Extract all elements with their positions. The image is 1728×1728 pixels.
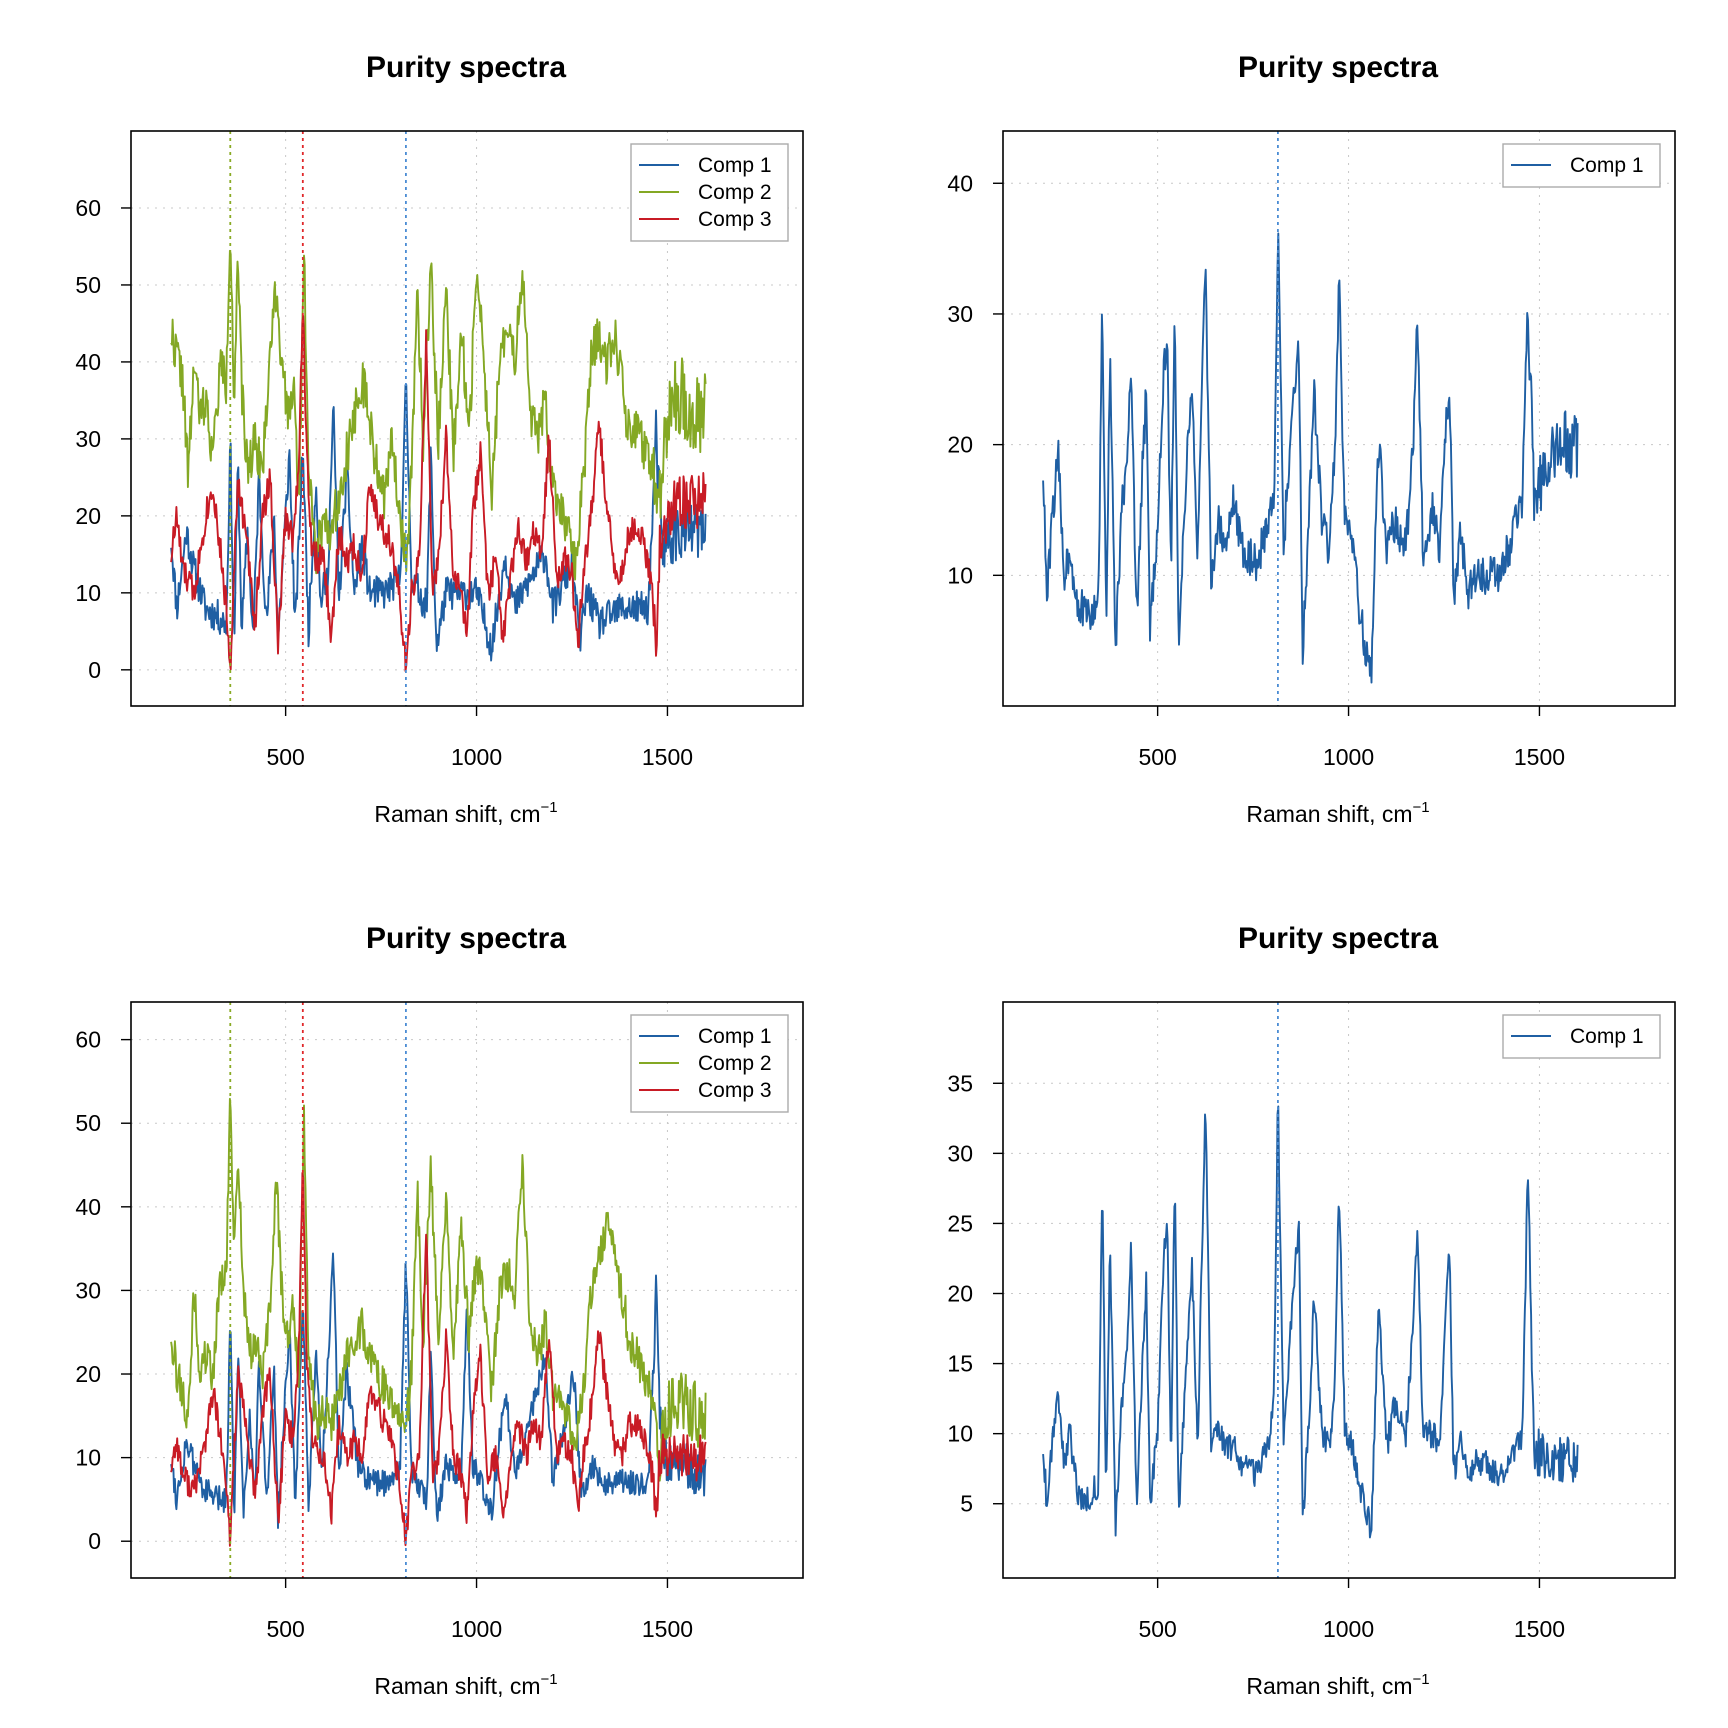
- series-line-1: [1042, 1105, 1579, 1539]
- panel-bottom-left: Purity spectra Raman shift, cm−1 500 1000…: [75, 922, 804, 1699]
- panel-title: Purity spectra: [1238, 51, 1438, 84]
- legend: Comp 1: [1502, 1014, 1661, 1059]
- legend-label: Comp 1: [698, 154, 772, 177]
- series-line-2: [170, 249, 707, 581]
- y-tick-label: 60: [75, 195, 101, 221]
- x-tick-label: 1500: [1514, 744, 1565, 770]
- y-tick-label: 20: [947, 432, 973, 458]
- plot-area: [1042, 1105, 1579, 1539]
- x-axis-label-superscript: −1: [1413, 799, 1430, 816]
- y-tick-label: 35: [947, 1070, 973, 1096]
- panel-bottom-right: Purity spectra Raman shift, cm−1 500 1000…: [947, 922, 1676, 1699]
- panel-top-left: Purity spectra Raman shift, cm−1 500 1000…: [75, 51, 804, 827]
- legend-label: Comp 3: [698, 208, 772, 231]
- series-line-1: [1042, 232, 1579, 684]
- legend: Comp 1 Comp 2 Comp 3: [630, 1014, 789, 1113]
- legend-label: Comp 1: [1570, 154, 1644, 177]
- plot-frame: [1002, 130, 1676, 707]
- y-tick-label: 30: [947, 301, 973, 327]
- x-tick-label: 1000: [1323, 744, 1374, 770]
- x-axis-label: Raman shift, cm−1: [1246, 1671, 1429, 1699]
- y-tick-label: 25: [947, 1210, 973, 1236]
- x-tick-label: 1500: [642, 744, 693, 770]
- x-axis-label: Raman shift, cm−1: [374, 1671, 557, 1699]
- y-tick-label: 0: [88, 657, 101, 683]
- x-axis-label: Raman shift, cm−1: [1246, 799, 1429, 827]
- series-line-3: [170, 1171, 707, 1547]
- plot-frame: [130, 130, 804, 707]
- series-line-1: [170, 383, 707, 662]
- x-tick-label: 1500: [1514, 1616, 1565, 1642]
- y-tick-label: 0: [88, 1528, 101, 1554]
- y-tick-label: 30: [75, 1277, 101, 1303]
- x-axis-label-text: Raman shift, cm: [374, 801, 540, 827]
- y-tick-label: 40: [75, 349, 101, 375]
- y-tick-label: 10: [947, 1421, 973, 1447]
- legend-label: Comp 1: [698, 1025, 772, 1048]
- x-axis-label-text: Raman shift, cm: [1246, 1673, 1412, 1699]
- x-axis-label-text: Raman shift, cm: [374, 1673, 540, 1699]
- plot-area: [1042, 232, 1579, 684]
- panel-title: Purity spectra: [366, 922, 566, 955]
- series-line-3: [170, 315, 707, 673]
- y-tick-label: 10: [75, 580, 101, 606]
- x-axis-label-superscript: −1: [541, 1671, 558, 1688]
- x-tick-label: 500: [266, 1616, 304, 1642]
- y-tick-label: 20: [947, 1281, 973, 1307]
- y-tick-label: 10: [947, 562, 973, 588]
- legend-label: Comp 3: [698, 1079, 772, 1102]
- legend: Comp 1: [1502, 143, 1661, 188]
- y-tick-label: 50: [75, 272, 101, 298]
- y-tick-label: 30: [947, 1140, 973, 1166]
- x-tick-label: 1000: [451, 744, 502, 770]
- x-axis-label: Raman shift, cm−1: [374, 799, 557, 827]
- series-line-1: [170, 1252, 707, 1529]
- y-tick-label: 20: [75, 1361, 101, 1387]
- x-tick-label: 500: [266, 744, 304, 770]
- x-tick-label: 1500: [642, 1616, 693, 1642]
- panel-top-right: Purity spectra Raman shift, cm−1 500 1000…: [947, 51, 1676, 827]
- plot-area: [170, 249, 707, 673]
- y-tick-label: 5: [960, 1491, 973, 1517]
- x-tick-label: 500: [1138, 1616, 1176, 1642]
- x-axis-label-superscript: −1: [1413, 1671, 1430, 1688]
- x-axis-label-superscript: −1: [541, 799, 558, 816]
- panel-title: Purity spectra: [1238, 922, 1438, 955]
- y-tick-label: 60: [75, 1027, 101, 1053]
- y-tick-label: 10: [75, 1445, 101, 1471]
- x-tick-label: 1000: [1323, 1616, 1374, 1642]
- y-tick-label: 20: [75, 503, 101, 529]
- x-axis-label-text: Raman shift, cm: [1246, 801, 1412, 827]
- y-tick-label: 40: [947, 170, 973, 196]
- y-tick-label: 30: [75, 426, 101, 452]
- x-tick-label: 1000: [451, 1616, 502, 1642]
- series-line-2: [170, 1097, 707, 1482]
- legend-label: Comp 2: [698, 1052, 772, 1075]
- x-tick-label: 500: [1138, 744, 1176, 770]
- panel-title: Purity spectra: [366, 51, 566, 84]
- y-tick-label: 50: [75, 1110, 101, 1136]
- plot-area: [170, 1097, 707, 1547]
- plot-frame: [1002, 1001, 1676, 1579]
- legend: Comp 1 Comp 2 Comp 3: [630, 143, 789, 242]
- y-tick-label: 15: [947, 1351, 973, 1377]
- legend-label: Comp 1: [1570, 1025, 1644, 1048]
- y-tick-label: 40: [75, 1194, 101, 1220]
- legend-label: Comp 2: [698, 181, 772, 204]
